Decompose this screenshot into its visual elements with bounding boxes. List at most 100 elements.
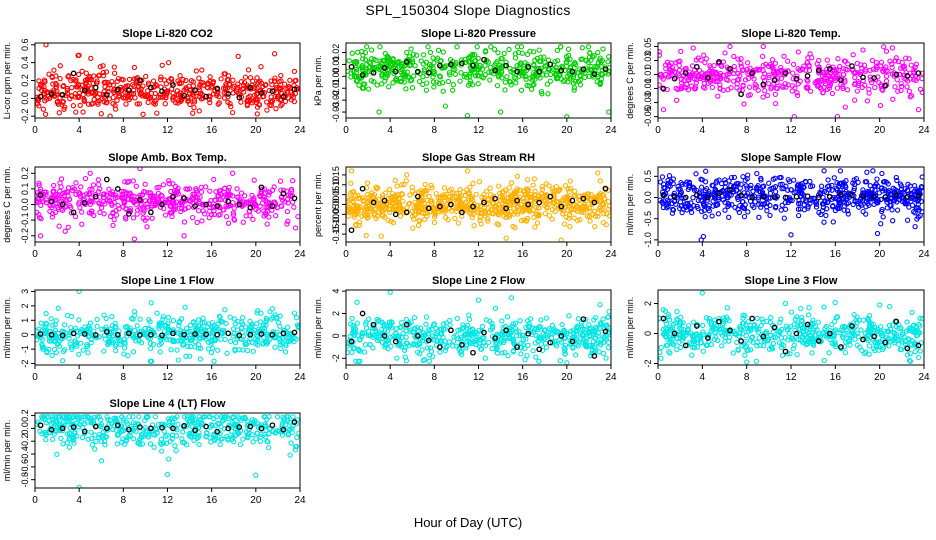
sample-point xyxy=(190,79,196,85)
sample-point xyxy=(361,349,368,355)
x-tick-label: 16 xyxy=(517,125,529,136)
sample-point xyxy=(39,83,45,90)
sample-point xyxy=(220,85,227,91)
sample-point xyxy=(412,212,418,218)
sample-point xyxy=(255,96,261,103)
hourly-point xyxy=(437,344,443,350)
sample-point xyxy=(754,66,760,72)
x-tick-label: 4 xyxy=(76,372,82,383)
sample-point xyxy=(700,322,706,329)
sample-point xyxy=(695,197,701,204)
hourly-point xyxy=(425,337,432,344)
sample-point xyxy=(368,192,374,199)
sample-point xyxy=(524,318,531,324)
sample-point xyxy=(738,56,744,62)
sample-point xyxy=(403,72,409,78)
sample-point xyxy=(564,57,570,63)
sample-point xyxy=(526,323,533,330)
x-tick-label: 0 xyxy=(32,372,38,383)
sample-point xyxy=(794,90,800,96)
sample-point xyxy=(230,210,237,216)
sample-point xyxy=(459,57,465,63)
hourly-point xyxy=(192,87,198,94)
sample-point xyxy=(157,349,163,355)
sample-point xyxy=(44,349,50,356)
sample-point xyxy=(492,305,499,312)
sample-point xyxy=(383,190,389,196)
sample-point xyxy=(471,52,478,58)
sample-point xyxy=(673,97,680,103)
sample-point xyxy=(443,320,449,326)
sample-point xyxy=(664,59,671,66)
sample-point xyxy=(758,204,764,210)
sample-point xyxy=(264,107,270,113)
sample-point xyxy=(97,209,103,216)
sample-point xyxy=(866,90,872,96)
sample-point xyxy=(538,88,545,95)
sample-point xyxy=(175,92,182,98)
sample-point xyxy=(496,183,502,189)
panel-title: Slope Gas Stream RH xyxy=(422,152,535,164)
sample-point xyxy=(842,104,848,110)
sample-point xyxy=(165,320,171,326)
sample-point xyxy=(570,80,577,86)
sample-point xyxy=(583,316,589,323)
sample-point xyxy=(457,78,463,84)
hourly-point xyxy=(492,67,498,74)
sample-point xyxy=(591,317,597,323)
sample-point xyxy=(180,341,187,347)
sample-outlier-point xyxy=(376,109,382,115)
sample-point xyxy=(40,198,46,204)
hourly-point xyxy=(580,195,587,202)
sample-point xyxy=(579,45,585,51)
sample-point xyxy=(417,350,423,357)
sample-outlier-point xyxy=(75,52,81,59)
sample-point xyxy=(561,221,568,227)
sample-point xyxy=(827,82,833,89)
sample-point xyxy=(684,81,690,88)
sample-point xyxy=(387,334,394,340)
sample-point xyxy=(38,320,44,326)
hourly-point xyxy=(871,193,877,200)
plot-area xyxy=(35,290,300,364)
sample-point xyxy=(377,44,383,50)
sample-point xyxy=(500,197,506,203)
sample-point xyxy=(879,185,885,191)
sample-point xyxy=(401,79,407,85)
sample-point xyxy=(401,347,408,353)
sample-point xyxy=(542,210,548,217)
hourly-point xyxy=(760,193,767,200)
sample-point xyxy=(658,179,664,185)
sample-point xyxy=(400,330,406,336)
sample-point xyxy=(130,334,137,340)
sample-point xyxy=(524,352,530,359)
sample-point xyxy=(420,61,427,67)
sample-point xyxy=(506,211,513,218)
sample-point xyxy=(119,76,125,82)
hourly-point xyxy=(536,346,543,353)
sample-point xyxy=(512,326,519,332)
sample-point xyxy=(474,336,481,342)
sample-point xyxy=(796,197,802,204)
sample-point xyxy=(144,201,150,207)
sample-point xyxy=(488,44,494,50)
hourly-point xyxy=(280,190,287,197)
sample-point xyxy=(278,187,284,193)
sample-point xyxy=(110,101,116,107)
hourly-point xyxy=(771,194,778,200)
sample-point xyxy=(590,54,596,60)
hourly-point xyxy=(860,193,866,200)
sample-point xyxy=(255,307,261,314)
sample-point xyxy=(141,208,147,214)
sample-point xyxy=(386,67,392,74)
sample-point xyxy=(564,194,570,200)
sample-point xyxy=(182,304,188,310)
sample-point xyxy=(863,211,869,217)
sample-point xyxy=(913,61,919,67)
sample-outlier-point xyxy=(860,47,866,53)
sample-point xyxy=(514,209,520,215)
sample-point xyxy=(52,321,58,328)
sample-point xyxy=(87,76,93,82)
sample-point xyxy=(795,212,802,219)
sample-point xyxy=(42,111,49,117)
